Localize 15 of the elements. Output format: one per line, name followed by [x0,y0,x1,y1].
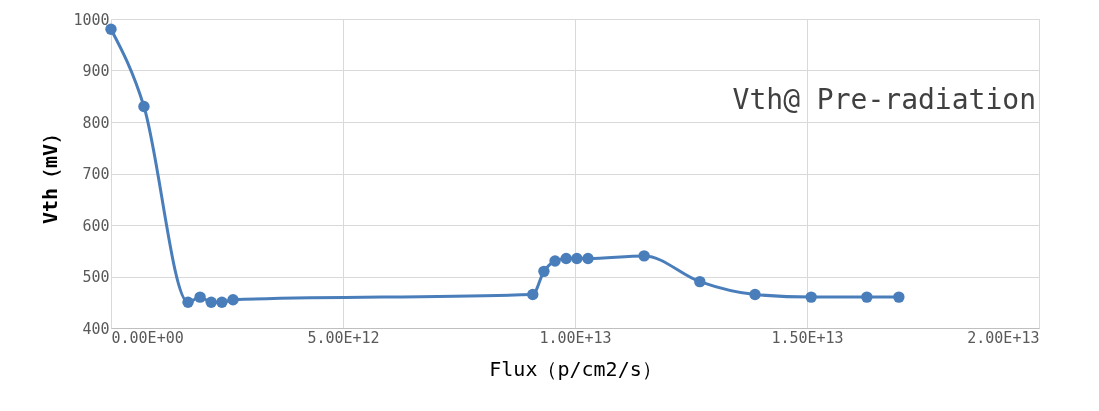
x-tick-label: 2.00E+13 [967,328,1040,347]
y-axis-title: Vth（mV） [38,123,63,225]
x-tick-label: 1.50E+13 [771,328,844,347]
x-tick-label: 5.00E+12 [307,328,380,347]
y-tick-label: 600 [82,216,110,235]
x-axis-title: Flux（p/cm2/s） [489,356,662,381]
y-tick-label: 800 [82,113,110,132]
y-tick-label: 1000 [73,10,110,29]
y-tick-label: 900 [82,62,110,80]
y-tick-label: 700 [82,165,110,183]
annotation: Vth@ Pre-radiation [732,83,1036,116]
x-tick-label: 0.00E+00 [111,328,184,347]
y-tick-label: 500 [82,268,110,286]
y-tick-label: 400 [82,319,110,338]
x-tick-label: 1.00E+13 [539,328,612,347]
